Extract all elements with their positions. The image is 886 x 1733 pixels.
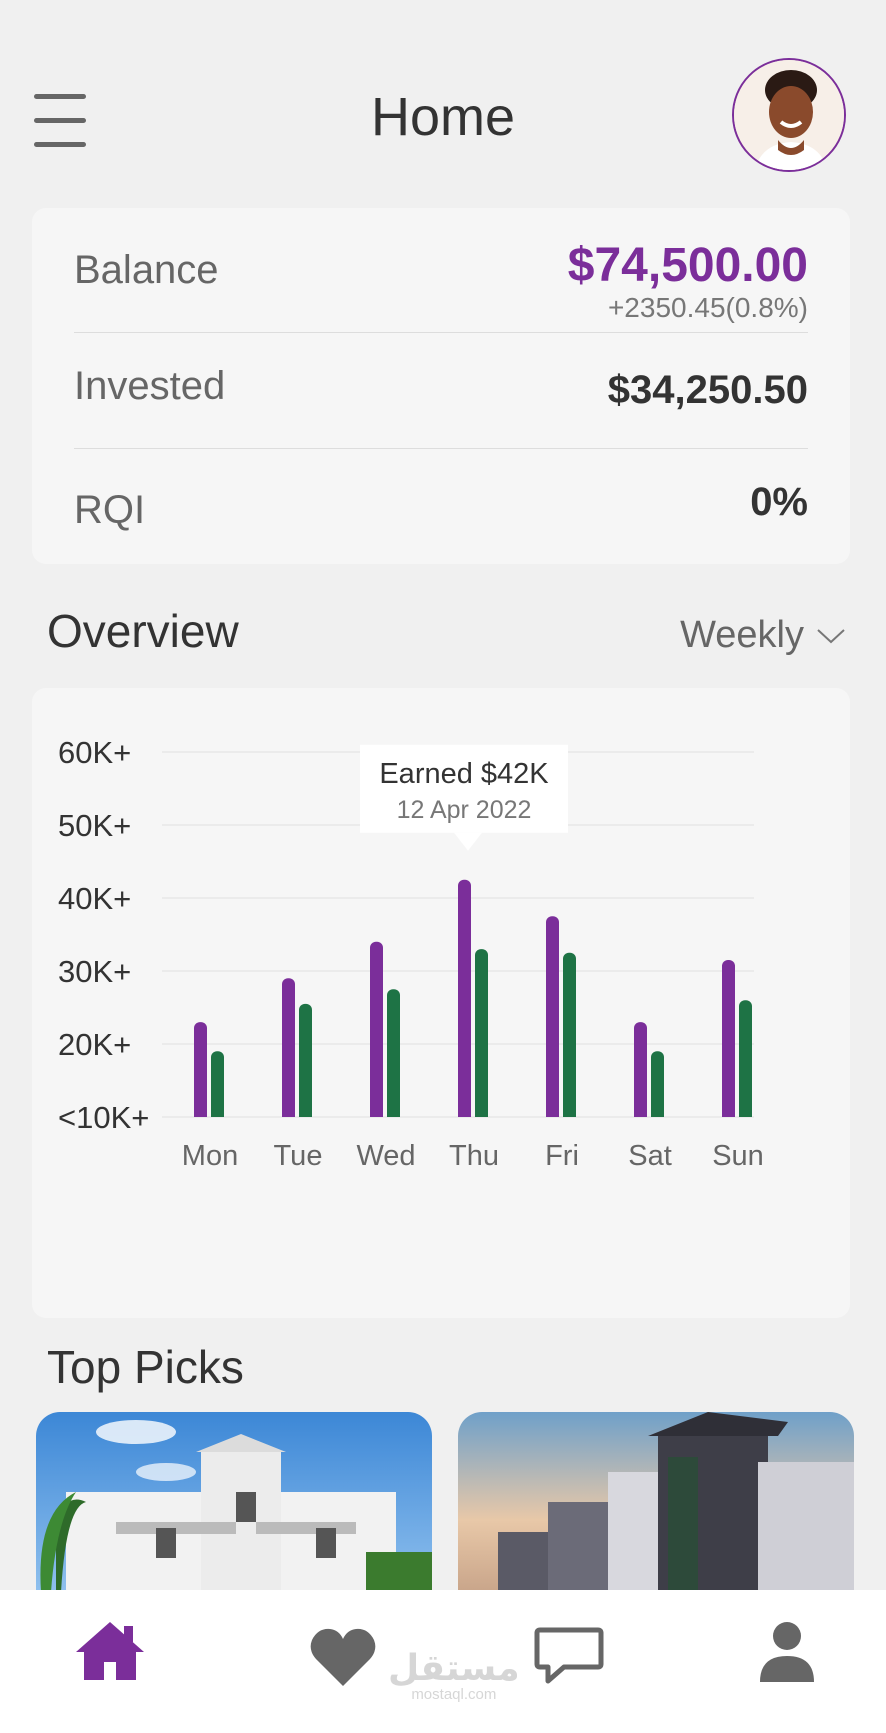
balance-change: +2350.45(0.8%): [607, 292, 808, 323]
chart-bar-base: [194, 1109, 207, 1117]
top-picks-list: [36, 1412, 854, 1592]
chart-bar: [387, 989, 400, 1117]
chart-x-ticks: Mon Tue Wed Thu Fri Sat Sun: [182, 1140, 764, 1172]
watermark: مستقل mostaql.com: [388, 1647, 520, 1704]
overview-title: Overview: [47, 605, 239, 657]
avatar-image: [734, 60, 844, 170]
x-tick-label: Tue: [274, 1140, 323, 1172]
x-tick-label: Thu: [449, 1140, 499, 1172]
chat-icon: [534, 1627, 604, 1684]
invested-value: $34,250.50: [607, 368, 808, 412]
chevron-down-icon: [817, 628, 845, 643]
tooltip-date: 12 Apr 2022: [397, 796, 532, 824]
chart-y-ticks: <10K+ 20K+ 30K+ 40K+ 50K+ 60K+: [58, 735, 149, 1135]
chart-bar-base: [211, 1109, 224, 1117]
chart-bar: [651, 1051, 664, 1117]
tooltip-title: Earned $42K: [379, 758, 549, 790]
balance-summary-card: Balance $74,500.00 +2350.45(0.8%) Invest…: [32, 208, 850, 564]
watermark-url: mostaql.com: [411, 1686, 497, 1703]
chart-bar-base: [458, 1109, 471, 1117]
overview-chart: <10K+ 20K+ 30K+ 40K+ 50K+ 60K+ Mon Tue Wed Thu Fr…: [32, 688, 850, 1318]
top-picks-title: Top Picks: [47, 1341, 244, 1393]
rqi-row: RQI 0%: [74, 480, 808, 540]
invested-row: Invested $34,250.50: [74, 364, 808, 424]
x-tick-label: Fri: [545, 1140, 579, 1172]
y-tick-label: 30K+: [58, 954, 131, 989]
home-icon: [76, 1622, 144, 1680]
balance-value: $74,500.00: [567, 239, 808, 292]
chart-bar: [634, 1022, 647, 1117]
nav-messages[interactable]: [534, 1626, 604, 1691]
tooltip-arrow: [454, 832, 482, 851]
page-title: Home: [370, 87, 516, 147]
y-tick-label: <10K+: [58, 1100, 149, 1135]
heart-icon: [310, 1628, 376, 1686]
villa-photo: [36, 1412, 432, 1592]
rqi-value: 0%: [750, 480, 808, 524]
chart-bar: [282, 978, 295, 1117]
chart-bar-base: [299, 1109, 312, 1117]
divider: [74, 448, 808, 449]
y-tick-label: 60K+: [58, 735, 131, 770]
rqi-label: RQI: [74, 488, 146, 532]
chart-bar-base: [739, 1109, 752, 1117]
chart-bar: [370, 941, 383, 1117]
chart-bar-base: [634, 1109, 647, 1117]
chart-canvas: <10K+ 20K+ 30K+ 40K+ 50K+ 60K+ Mon Tue Wed Thu Fr…: [58, 735, 764, 1172]
avatar[interactable]: [732, 58, 846, 172]
chart-bar: [563, 952, 576, 1117]
period-label: Weekly: [680, 614, 804, 656]
bottom-nav: مستقل mostaql.com: [0, 1590, 886, 1733]
tooltip-box: [360, 744, 568, 833]
chart-bar: [475, 949, 488, 1117]
chart-bar-base: [282, 1109, 295, 1117]
chart-bar-base: [546, 1109, 559, 1117]
chart-bar: [299, 1003, 312, 1117]
x-tick-label: Sun: [712, 1140, 764, 1172]
y-tick-label: 20K+: [58, 1027, 131, 1062]
chart-bar: [458, 879, 471, 1117]
profile-icon: [760, 1622, 814, 1682]
chart-bar: [722, 960, 735, 1117]
chart-bar-base: [475, 1109, 488, 1117]
top-pick-apartment[interactable]: [458, 1412, 854, 1592]
chart-bar-base: [563, 1109, 576, 1117]
chart-bar-base: [651, 1109, 664, 1117]
x-tick-label: Sat: [628, 1140, 672, 1172]
nav-favorites[interactable]: [308, 1626, 378, 1695]
balance-label: Balance: [74, 248, 219, 292]
nav-profile[interactable]: [758, 1620, 816, 1689]
invested-label: Invested: [74, 364, 226, 408]
header: Home: [0, 0, 886, 200]
y-tick-label: 50K+: [58, 808, 131, 843]
chart-bar-base: [722, 1109, 735, 1117]
nav-home[interactable]: [74, 1618, 146, 1687]
chart-bar-base: [387, 1109, 400, 1117]
period-dropdown[interactable]: Weekly: [680, 614, 846, 657]
chart-bar: [194, 1022, 207, 1117]
top-pick-villa[interactable]: [36, 1412, 432, 1592]
menu-icon[interactable]: [34, 94, 88, 150]
chart-bar: [546, 916, 559, 1117]
chart-bar: [211, 1051, 224, 1117]
balance-row: Balance $74,500.00 +2350.45(0.8%): [74, 238, 808, 323]
divider: [74, 332, 808, 333]
apartment-photo: [458, 1412, 854, 1592]
chart-bar-base: [370, 1109, 383, 1117]
x-tick-label: Wed: [356, 1140, 415, 1172]
chart-bar: [739, 1000, 752, 1117]
chart-tooltip: Earned $42K 12 Apr 2022: [360, 744, 568, 851]
chart-bars: [194, 879, 752, 1117]
y-tick-label: 40K+: [58, 881, 131, 916]
watermark-arabic: مستقل: [388, 1647, 520, 1688]
x-tick-label: Mon: [182, 1140, 238, 1172]
